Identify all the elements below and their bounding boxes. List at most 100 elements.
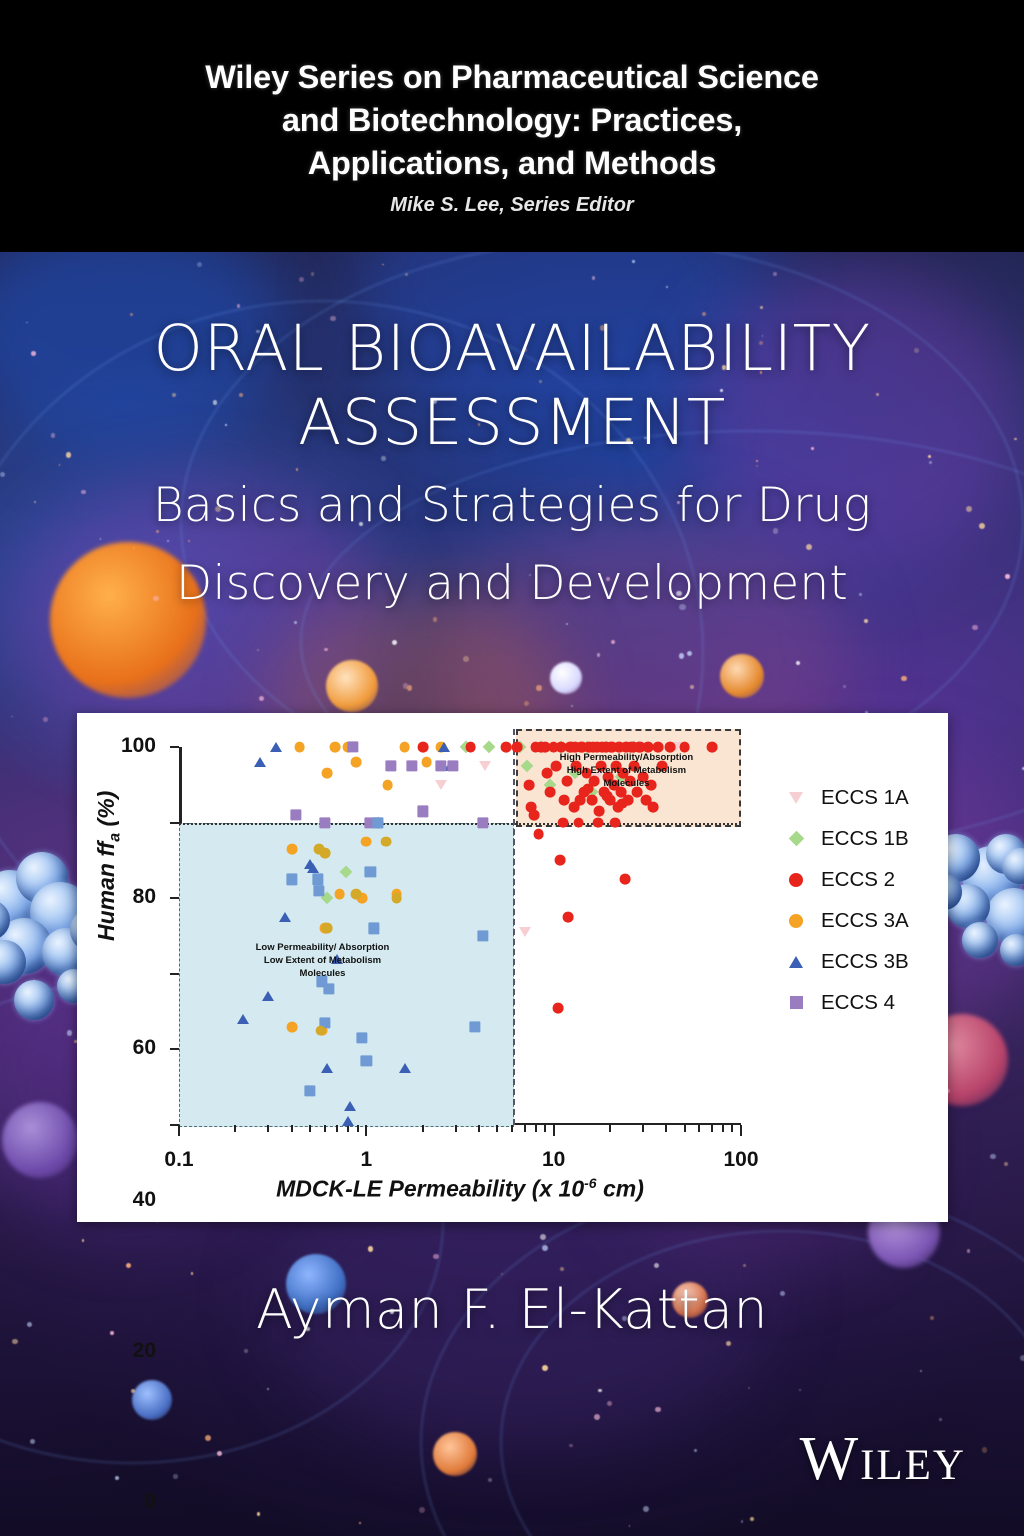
title-block: ORAL BIOAVAILABILITY ASSESSMENT Basics a… <box>0 312 1024 616</box>
x-axis-minor-tick <box>698 1125 701 1132</box>
scatter-point <box>637 771 649 783</box>
scatter-point <box>364 816 376 829</box>
x-axis-minor-tick <box>642 1125 645 1132</box>
scatter-point <box>421 756 433 768</box>
scatter-point <box>602 771 614 783</box>
legend-label: ECCS 4 <box>821 990 896 1014</box>
scatter-point <box>581 768 593 779</box>
scatter-point <box>706 741 718 753</box>
scatter-point <box>620 741 631 753</box>
legend-item: ECCS 1A <box>783 777 943 818</box>
legend-item: ECCS 1B <box>783 818 943 859</box>
scatter-point <box>553 1002 564 1014</box>
scatter-point <box>360 836 372 847</box>
y-axis-title: Human ffa (%) <box>93 790 124 941</box>
book-title-line2: ASSESSMENT <box>298 386 726 459</box>
scatter-point <box>665 741 676 753</box>
scatter-point <box>294 741 305 753</box>
scatter-point <box>399 741 410 753</box>
x-axis-minor-tick <box>478 1125 481 1132</box>
scatter-point <box>610 760 622 772</box>
x-axis-minor-tick <box>454 1125 457 1132</box>
scatter-point <box>561 775 573 787</box>
chart-legend: ECCS 1A ECCS 1B ECCS 2 ECCS 3A ECCS 3B ECCS 4 <box>783 777 943 1023</box>
scatter-point <box>596 741 608 753</box>
scatter-point <box>624 775 636 787</box>
scatter-point <box>616 798 628 810</box>
x-axis-tick: 1 <box>360 1125 372 1171</box>
scatter-point <box>406 760 418 772</box>
scatter-point <box>642 741 654 753</box>
x-axis-minor-tick <box>267 1125 270 1132</box>
scatter-point <box>679 741 690 753</box>
scatter-point <box>525 802 537 813</box>
x-axis-minor-tick <box>523 1125 526 1132</box>
scatter-point <box>304 1085 316 1097</box>
scatter-point <box>652 741 664 753</box>
scatter-point <box>382 779 394 791</box>
x-axis-tick: 100 <box>723 1125 759 1171</box>
x-axis-tick: 0.1 <box>164 1125 194 1171</box>
scatter-point <box>501 741 512 753</box>
scatter-point <box>465 741 476 753</box>
scatter-point <box>518 927 531 938</box>
legend-item: ECCS 3A <box>783 900 943 941</box>
scatter-point <box>319 1017 331 1029</box>
scatter-point <box>356 892 368 904</box>
legend-item: ECCS 3B <box>783 941 943 982</box>
scatter-point <box>647 802 659 813</box>
series-title-line3: Applications, and Methods <box>307 145 717 181</box>
x-axis-minor-tick <box>731 1125 734 1132</box>
scatter-point <box>417 805 429 817</box>
scatter-point <box>438 742 451 752</box>
scatter-point <box>622 794 634 806</box>
legend-marker-triangle-icon <box>783 955 809 968</box>
scatter-point <box>586 794 598 806</box>
scatter-point <box>632 786 643 798</box>
legend-item: ECCS 2 <box>783 859 943 900</box>
scatter-point <box>368 922 380 935</box>
scatter-point <box>313 885 325 897</box>
scatter-point <box>593 805 605 817</box>
legend-marker-diamond-icon <box>783 830 809 847</box>
scatter-point <box>322 768 333 779</box>
scatter-point <box>645 779 657 791</box>
scatter-point <box>511 741 523 753</box>
y-axis-tick-label: 40 <box>132 1187 156 1211</box>
scatter-point <box>570 760 582 772</box>
x-axis-minor-tick <box>496 1125 499 1132</box>
scatter-point <box>372 816 384 829</box>
scatter-point <box>619 873 631 885</box>
scatter-point <box>286 873 298 885</box>
scatter-point <box>262 991 275 1002</box>
legend-marker-square-icon <box>783 996 809 1009</box>
scatter-point <box>469 1021 481 1033</box>
scatter-point <box>319 847 331 859</box>
scatter-point <box>609 817 621 828</box>
y-axis-tick-label: 80 <box>132 885 156 909</box>
x-axis-minor-tick <box>710 1125 713 1132</box>
scatter-point <box>322 923 333 934</box>
legend-label: ECCS 2 <box>821 867 896 891</box>
x-axis-minor-tick <box>234 1125 237 1132</box>
scatter-point <box>270 742 283 752</box>
scatter-point <box>286 843 298 855</box>
x-axis-tick-label: 1 <box>360 1148 373 1171</box>
scatter-point <box>533 828 544 840</box>
high-permeability-annotation: High Permeability/Absorption High Extent … <box>559 752 694 789</box>
x-axis-minor-tick <box>323 1125 326 1132</box>
scatter-point <box>573 817 585 828</box>
scatter-point <box>398 1063 411 1074</box>
y-axis-tick: 80 <box>133 821 179 908</box>
scatter-point <box>548 741 560 753</box>
scatter-point <box>629 760 640 772</box>
scatter-point <box>539 741 551 753</box>
scatter-point <box>435 760 447 772</box>
legend-item: ECCS 4 <box>783 982 943 1023</box>
scatter-point <box>329 741 341 753</box>
legend-label: ECCS 1B <box>821 826 909 850</box>
series-title-line1: Wiley Series on Pharmaceutical Science <box>205 59 819 95</box>
scatter-point <box>434 779 447 790</box>
legend-marker-circle-icon <box>783 913 809 928</box>
scatter-plot: 0 20 40 60 80 100 0.1 1 10 100 High Permeability/A… <box>121 729 759 1513</box>
